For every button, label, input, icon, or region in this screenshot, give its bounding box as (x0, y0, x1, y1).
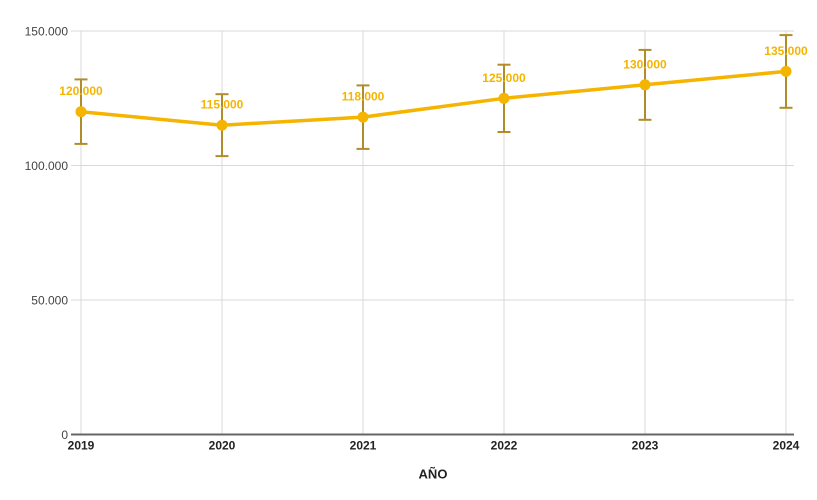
svg-text:115.000: 115.000 (201, 98, 244, 112)
svg-text:2019: 2019 (68, 439, 95, 453)
svg-text:2021: 2021 (350, 439, 377, 453)
svg-text:150.000: 150.000 (25, 24, 69, 38)
svg-text:2020: 2020 (209, 439, 236, 453)
svg-text:118.000: 118.000 (342, 90, 385, 104)
svg-text:2023: 2023 (632, 439, 659, 453)
svg-text:2022: 2022 (491, 439, 518, 453)
svg-text:2024: 2024 (773, 439, 800, 453)
svg-text:135.000: 135.000 (764, 44, 808, 58)
svg-text:50.000: 50.000 (31, 293, 68, 307)
svg-text:100.000: 100.000 (25, 159, 69, 173)
svg-text:0: 0 (61, 428, 68, 442)
svg-text:125.000: 125.000 (482, 71, 526, 85)
svg-text:120.000: 120.000 (59, 84, 103, 98)
svg-text:AÑO: AÑO (419, 467, 448, 482)
svg-text:130.000: 130.000 (623, 57, 667, 71)
